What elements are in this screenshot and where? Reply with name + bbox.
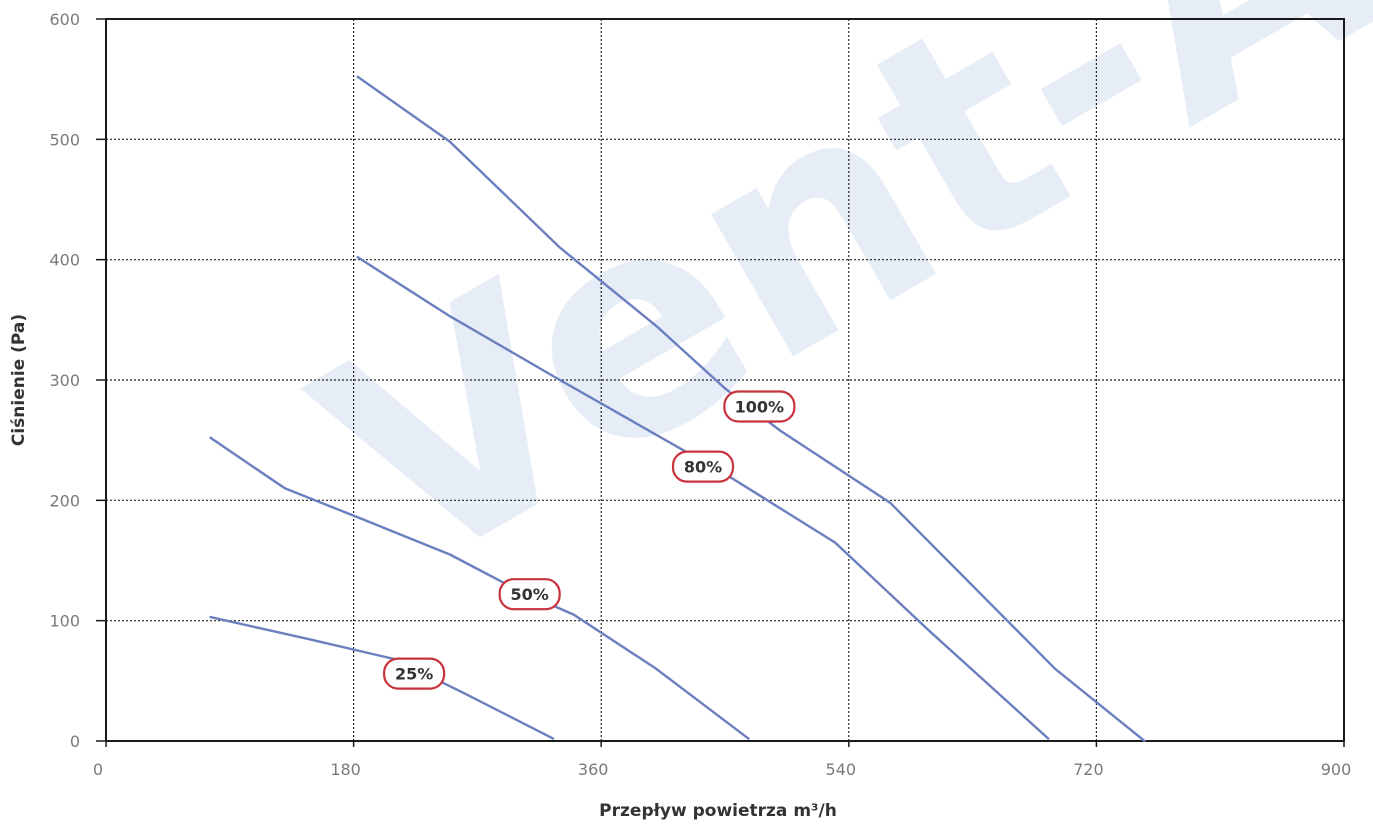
y-tick-label: 400 [49,251,80,270]
series-line-25-percent [209,615,555,740]
series-label-text: 100% [735,397,784,416]
series-label-box [723,390,796,423]
series-labels: 100% 80% 50% 25% [383,390,796,690]
y-tick-label: 500 [49,130,80,149]
series-line-50-percent [209,436,750,740]
series-label-box [498,578,561,611]
x-tick-label: 360 [578,760,609,779]
series-label-80-percent: 80% [671,450,735,483]
y-tick-label: 200 [49,491,80,510]
y-tick-label: 300 [49,371,80,390]
y-tick-label: 100 [49,612,80,631]
watermark-text: Vent-Axia [269,0,1373,640]
x-tick-label: 900 [1321,760,1352,779]
x-tick-label: 720 [1073,760,1104,779]
y-axis-title: Ciśnienie (Pa) [9,314,29,446]
series-label-box [383,657,446,690]
series-line-100-percent [356,75,1146,743]
x-tick-label: 0 [93,760,103,779]
y-tick-label: 600 [49,10,80,29]
x-tick-label: 540 [826,760,857,779]
series-label-25-percent: 25% [383,657,446,690]
series-label-box [671,450,735,483]
series-label-text: 25% [395,665,433,684]
series-label-text: 80% [684,458,722,477]
x-tick-label: 180 [330,760,361,779]
series-label-text: 50% [511,585,549,604]
series-label-50-percent: 50% [498,578,561,611]
x-axis-title: Przepływ powietrza m³/h [599,801,837,821]
grid-lines [106,19,1344,741]
series-label-100-percent: 100% [723,390,796,423]
tick-labels: 0 180 360 540 720 900 0 100 200 300 400 500 600 [49,10,1351,779]
y-tick-label: 0 [70,732,80,751]
